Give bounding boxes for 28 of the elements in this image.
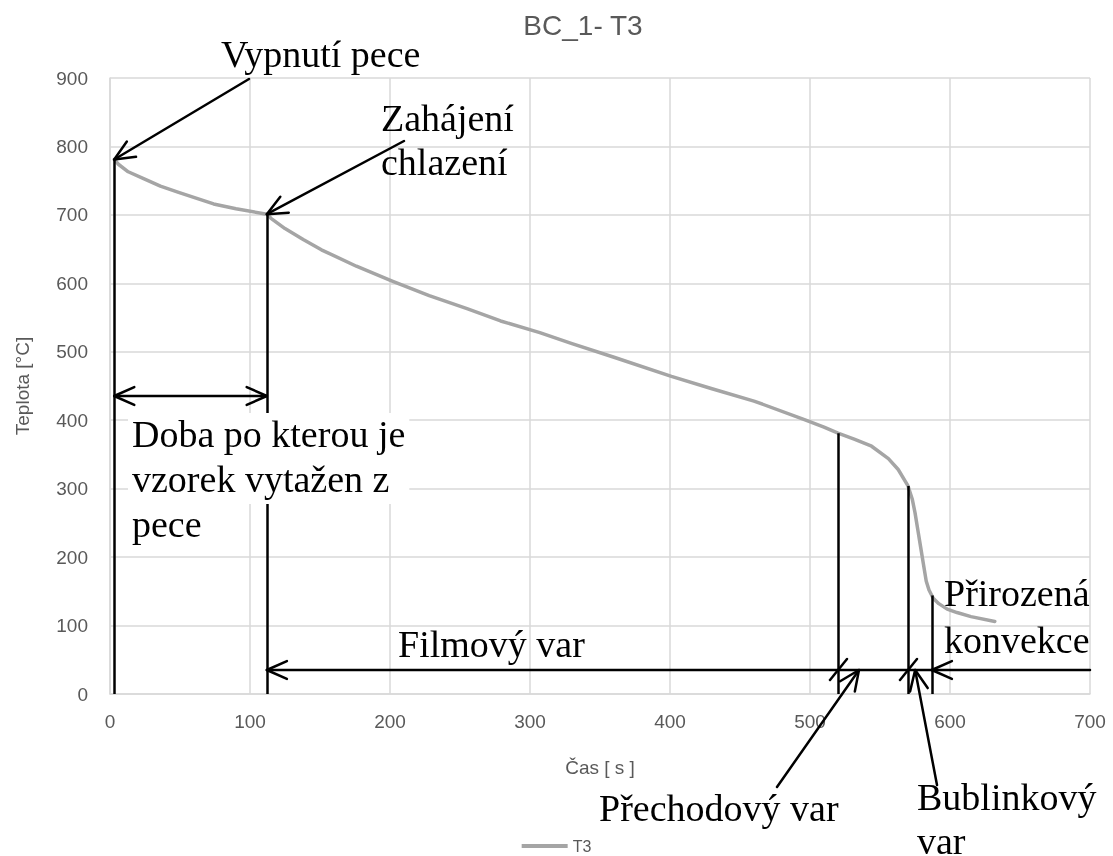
- y-tick-label: 500: [56, 341, 88, 363]
- x-axis-title: Čas [ s ]: [565, 757, 635, 778]
- y-tick-label: 0: [77, 683, 88, 705]
- annotation: Vypnutí pece: [221, 33, 421, 75]
- y-tick-label: 700: [56, 204, 88, 226]
- x-tick-label: 0: [104, 711, 116, 732]
- x-tick-label: 700: [1074, 711, 1106, 732]
- y-tick-label: 900: [56, 67, 88, 89]
- x-tick-label: 300: [514, 711, 546, 732]
- annotation: Přirozená konvekce: [944, 572, 1090, 661]
- y-axis-title: Teplota [°C]: [12, 336, 33, 436]
- annotation: Doba po kterou je vzorek vytažen z pece: [132, 413, 406, 545]
- y-tick-label: 100: [56, 615, 88, 637]
- annotation: Filmový var: [398, 623, 586, 665]
- x-tick-label: 400: [654, 711, 686, 732]
- x-tick-label: 600: [934, 711, 966, 732]
- y-tick-label: 200: [56, 546, 88, 568]
- text: Bublinkový var: [917, 776, 1097, 856]
- y-tick-label: 600: [56, 272, 88, 294]
- text: Přechodový var: [599, 787, 839, 829]
- x-tick-label: 200: [374, 711, 406, 732]
- x-tick-label: 100: [234, 711, 266, 732]
- chart-title: BC_1- T3: [523, 9, 643, 41]
- annotation: Zahájení chlazení: [381, 97, 515, 183]
- y-tick-label: 800: [56, 135, 88, 157]
- legend-label: T3: [572, 837, 592, 855]
- y-tick-label: 400: [56, 409, 88, 431]
- y-tick-label: 300: [56, 478, 88, 500]
